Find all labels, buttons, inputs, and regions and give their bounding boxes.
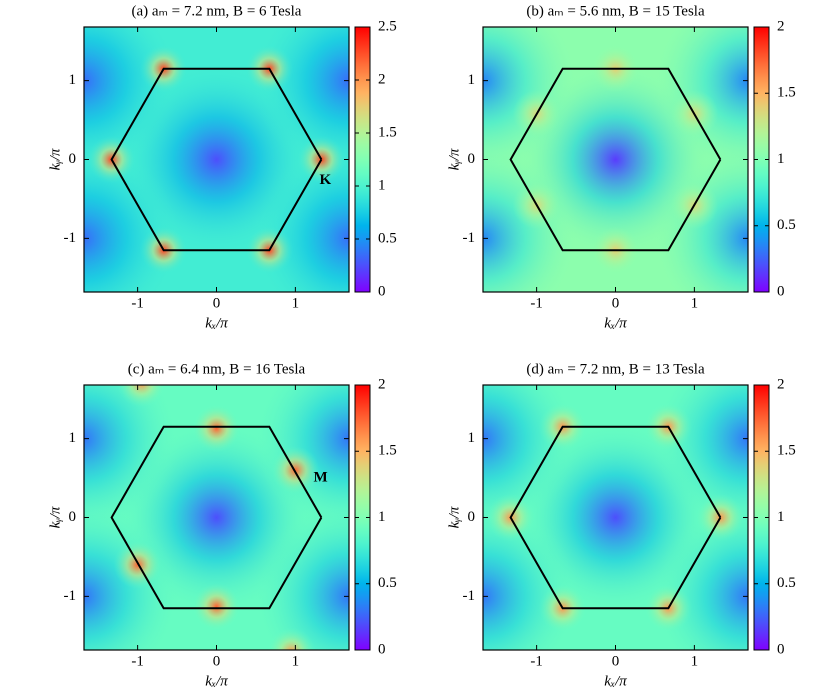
x-tick-label: 1 [691, 295, 699, 311]
y-axis-label: kᵧ/π [446, 506, 462, 528]
x-axis-label: kₓ/π [604, 315, 627, 331]
y-tick-label: -1 [64, 230, 77, 246]
brillouin-zone [110, 425, 323, 610]
y-axis-label: kᵧ/π [47, 506, 63, 528]
colorbar-tick-label: 0.5 [777, 217, 796, 233]
panel: -1 0 1 -1 0 1 (c) aₘ = 6.4 nm, B = 16 Tesla kₓ/… [47, 361, 397, 689]
y-tick-label: -1 [463, 230, 476, 246]
x-axis-label: kₓ/π [205, 315, 228, 331]
x-tick-label: 0 [612, 653, 620, 669]
y-tick-label: 0 [69, 509, 77, 525]
x-tick-label: 1 [292, 295, 300, 311]
panel-title: (d) aₘ = 7.2 nm, B = 13 Tesla [526, 361, 705, 377]
heatmap [84, 27, 349, 292]
colorbar-tick-label: 1 [777, 509, 785, 525]
x-tick-label: 0 [612, 295, 620, 311]
colorbar-tick-label: 0.5 [378, 575, 397, 591]
colorbar-tick-label: 2 [378, 376, 386, 392]
y-tick-label: -1 [463, 588, 476, 604]
colorbar-tick-label: 2 [777, 376, 785, 392]
x-tick-label: -1 [131, 653, 144, 669]
y-tick-label: 0 [468, 151, 476, 167]
colorbar-tick-label: 1.5 [378, 124, 397, 140]
colorbar-tick-label: 0 [378, 283, 386, 299]
colorbar-tick-label: 0 [777, 283, 785, 299]
colorbar-tick-label: 1.5 [777, 85, 796, 101]
panel: -1 0 1 -1 0 1 (a) aₘ = 7.2 nm, B = 6 Tesla kₓ/π… [47, 3, 397, 331]
colorbar-tick-label: 1 [378, 177, 386, 193]
x-tick-label: 0 [213, 295, 221, 311]
colorbar-tick-label: 2 [777, 18, 785, 34]
panel: -1 0 1 -1 0 1 (d) aₘ = 7.2 nm, B = 13 Tesla kₓ/… [446, 361, 796, 689]
heatmap [483, 27, 748, 292]
y-tick-label: 1 [69, 72, 77, 88]
colorbar-tick-label: 2.5 [378, 18, 397, 34]
annotation: M [314, 470, 328, 486]
colorbar-tick-label: 0 [378, 641, 386, 657]
y-tick-label: 0 [468, 509, 476, 525]
y-tick-label: -1 [64, 588, 77, 604]
brillouin-zone [509, 425, 722, 610]
colorbar-tick-label: 1 [378, 509, 386, 525]
minimum [84, 385, 179, 534]
colorbar-tick-label: 0 [777, 641, 785, 657]
y-tick-label: 1 [468, 430, 476, 446]
panel: -1 0 1 -1 0 1 (b) aₘ = 5.6 nm, B = 15 Tesla kₓ/… [446, 3, 796, 331]
x-tick-label: -1 [530, 653, 543, 669]
panel-title: (c) aₘ = 6.4 nm, B = 16 Tesla [128, 361, 306, 377]
brillouin-zone [509, 67, 722, 252]
annotation: K [320, 172, 332, 188]
colorbar-tick-label: 0.5 [777, 575, 796, 591]
x-tick-label: 1 [691, 653, 699, 669]
peak [192, 404, 241, 453]
x-tick-label: 1 [292, 653, 300, 669]
colorbar-tick-label: 0.5 [378, 230, 397, 246]
y-tick-label: 1 [69, 430, 77, 446]
peak [117, 385, 166, 408]
x-tick-label: -1 [131, 295, 144, 311]
colorbar-tick-label: 1 [777, 151, 785, 167]
panel-title: (a) aₘ = 7.2 nm, B = 6 Tesla [132, 3, 302, 19]
panel-title: (b) aₘ = 5.6 nm, B = 15 Tesla [526, 3, 705, 19]
y-axis-label: kᵧ/π [47, 148, 63, 170]
peak [267, 627, 316, 650]
colorbar-tick-label: 2 [378, 71, 386, 87]
heatmap [483, 385, 748, 650]
x-tick-label: 0 [213, 653, 221, 669]
colorbar [354, 26, 371, 293]
colorbar-tick-label: 1.5 [777, 443, 796, 459]
minimum [254, 501, 349, 650]
peak [192, 582, 241, 631]
colorbar-tick-label: 1.5 [378, 443, 397, 459]
y-tick-label: 1 [468, 72, 476, 88]
heatmap [84, 385, 349, 650]
x-axis-label: kₓ/π [205, 673, 228, 689]
brillouin-zone [110, 67, 323, 252]
y-axis-label: kᵧ/π [446, 148, 462, 170]
x-tick-label: -1 [530, 295, 543, 311]
y-tick-label: 0 [69, 151, 77, 167]
x-axis-label: kₓ/π [604, 673, 627, 689]
